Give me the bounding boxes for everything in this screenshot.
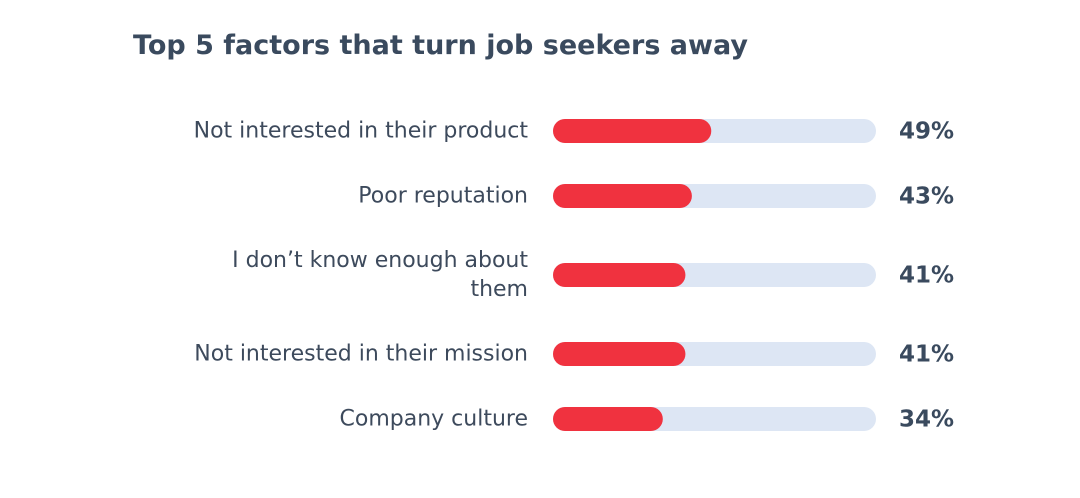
category-label: Company culture bbox=[339, 406, 528, 432]
bar bbox=[553, 119, 712, 143]
category-label: Not interested in their product bbox=[193, 118, 528, 144]
chart-title: Top 5 factors that turn job seekers away bbox=[133, 30, 748, 61]
value-label: 41% bbox=[899, 342, 954, 368]
value-label: 41% bbox=[899, 263, 954, 289]
value-label: 34% bbox=[899, 407, 954, 433]
category-label: I don’t know enough about them bbox=[232, 248, 528, 302]
bar bbox=[553, 342, 686, 366]
category-label: Not interested in their mission bbox=[194, 341, 528, 367]
category-label: Poor reputation bbox=[358, 183, 528, 209]
bar bbox=[553, 184, 692, 208]
bar bbox=[553, 407, 663, 431]
value-label: 49% bbox=[899, 119, 954, 145]
bar bbox=[553, 263, 686, 287]
value-label: 43% bbox=[899, 184, 954, 210]
